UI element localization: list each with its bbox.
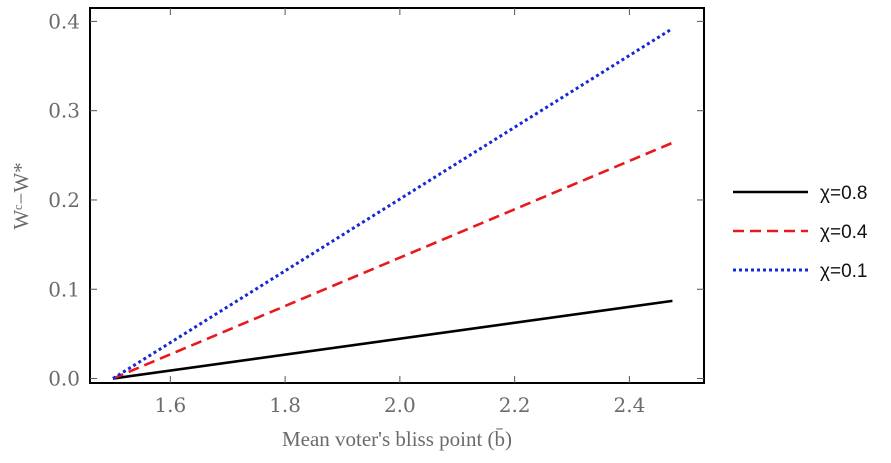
x-tick-label: 1.6: [154, 393, 186, 417]
y-axis-ticks: 0.0 0.1 0.2 0.3 0.4: [48, 9, 704, 391]
series-line-0: [112, 299, 673, 380]
legend: χ=0.8 χ=0.4 χ=0.1: [733, 183, 868, 282]
x-tick-label: 2.0: [384, 393, 416, 417]
series-line-2: [112, 27, 674, 380]
y-axis-title: Wᶜ−W*: [9, 162, 33, 229]
y-tick-label: 0.3: [48, 99, 80, 123]
plot-frame: [89, 7, 705, 384]
y-tick-label: 0.1: [48, 277, 80, 301]
series-layer: [112, 27, 674, 380]
legend-label-1: χ=0.4: [820, 222, 868, 243]
x-axis-ticks: 1.6 1.8 2.0 2.2 2.4: [154, 8, 645, 417]
series-line-1: [112, 141, 673, 380]
y-tick-label: 0.0: [48, 367, 80, 391]
legend-label-0: χ=0.8: [820, 183, 867, 204]
y-tick-label: 0.4: [48, 9, 80, 33]
x-tick-label: 2.4: [613, 393, 645, 417]
x-tick-label: 1.8: [269, 393, 301, 417]
y-tick-label: 0.2: [48, 188, 80, 212]
x-axis-title: Mean voter's bliss point (b̄): [282, 427, 512, 451]
legend-label-2: χ=0.1: [820, 261, 867, 282]
x-tick-label: 2.2: [499, 393, 531, 417]
